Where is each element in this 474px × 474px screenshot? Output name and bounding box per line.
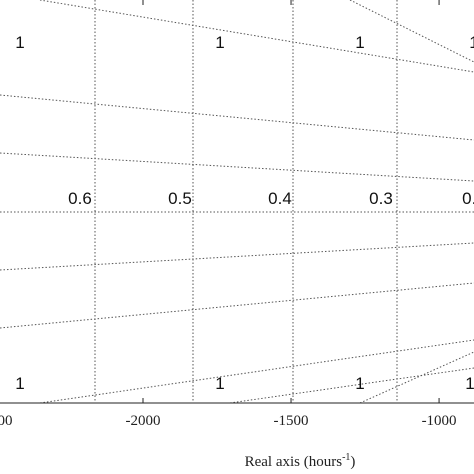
x-axis-label-close: ): [350, 454, 355, 470]
damping-line: [0, 242, 474, 271]
grid-label: 1: [15, 374, 24, 393]
grid-label: 1: [15, 33, 24, 52]
damping-line: [359, 351, 474, 404]
x-axis-label-sup: -1: [342, 452, 350, 463]
damping-line: [39, 0, 474, 73]
damping-line: [39, 339, 474, 404]
damping-line: [0, 152, 474, 182]
damping-line: [229, 367, 474, 404]
grid-label: 0.6: [68, 189, 92, 208]
damping-line: [0, 94, 474, 141]
grid-label: 0.3: [369, 189, 393, 208]
x-tick-label: -2500: [0, 413, 12, 429]
grid: [0, 0, 474, 404]
grid-label: 1: [355, 33, 364, 52]
grid-label: 1: [465, 374, 474, 393]
grid-label: 0.4: [268, 189, 292, 208]
grid-label: 0.5: [168, 189, 192, 208]
grid-label: 1: [215, 33, 224, 52]
x-tick-label: -1500: [274, 413, 309, 429]
damping-line: [0, 282, 474, 329]
grid-label: 1: [215, 374, 224, 393]
x-tick-label: -2000: [125, 413, 160, 429]
grid-label: 1: [469, 33, 474, 52]
x-tick-label: -1000: [422, 413, 457, 429]
damping-line: [349, 0, 474, 63]
grid-label: 1: [355, 374, 364, 393]
grid-label: 0.2: [462, 189, 474, 208]
x-axis-label: Real axis (hours-1): [245, 452, 356, 470]
x-axis-label-text: Real axis (hours: [245, 454, 343, 470]
